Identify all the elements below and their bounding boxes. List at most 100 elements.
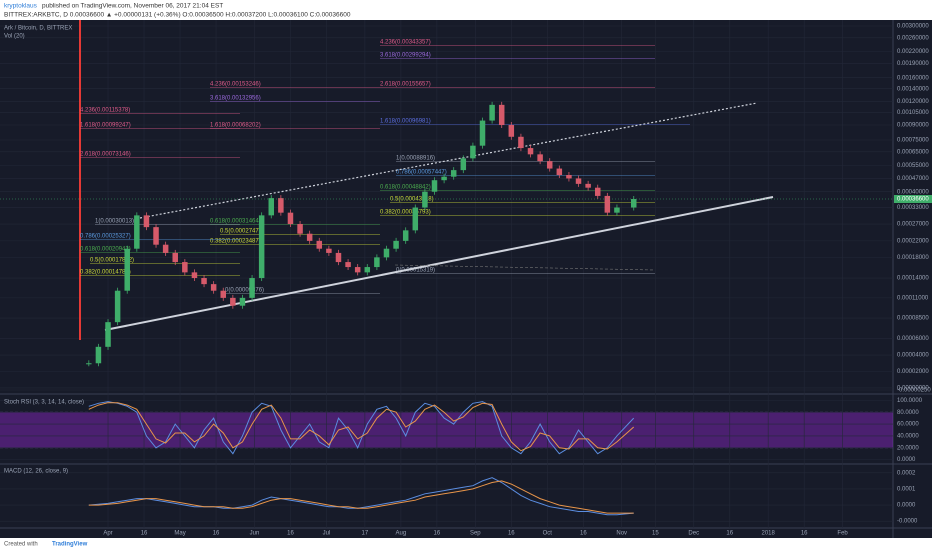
y-tick-label: 0.00011000 [897,295,929,301]
candle [374,257,380,268]
x-tick-label: Jul [323,531,331,537]
y-tick-label: 0.00075000 [897,138,929,144]
candle [594,187,601,196]
y-tick-label: 0.00008500 [897,316,929,322]
candle [220,290,226,298]
candle [249,278,255,298]
fib-label: 4.236(0.00115378) [80,108,130,114]
candle [422,191,428,208]
fib-label: 0.786(0.00025327) [80,234,131,240]
candle [383,248,390,258]
chart-background [0,20,932,538]
x-tick-label: Oct [543,531,553,537]
fib-label: 4.236(0.00343357) [380,40,431,46]
last-price-box [894,195,932,204]
y-tick-label: 0.00014000 [897,276,929,282]
candle [546,161,553,169]
x-tick-label: 16 [141,531,148,537]
candle [498,104,505,126]
candle [239,297,246,306]
x-tick-label: 16 [508,531,515,537]
fib-label: 1(0.00030013) [95,219,134,225]
series-line [88,401,635,455]
fib-label: 1.618(0.00068202) [210,123,261,129]
footer-bar [0,538,932,550]
candle [124,248,130,291]
candle [230,297,236,306]
candle [393,240,399,249]
y-tick-label: 0.00055000 [897,163,929,169]
trend-line-dotted [139,102,758,219]
candle [537,154,543,162]
candle [575,178,582,184]
x-tick-label: 16 [726,531,733,537]
y-tick-label: 0.00160000 [897,75,929,81]
fib-label: 0.618(0.00048842) [380,185,431,191]
candle [86,363,92,365]
x-tick-label: Jun [250,531,260,537]
candle [258,215,265,279]
pane-title: Stoch RSI (3, 3, 14, 14, close) [4,400,84,406]
candle [114,290,121,323]
y-tick-label: 0.00027000 [897,222,929,228]
candle [210,284,217,291]
fib-label: 1(0.00088916) [396,156,435,162]
fib-label: 0.382(0.00023487) [210,239,261,245]
candle [182,262,188,273]
y-tick-label: 60.0000 [897,422,919,428]
fib-label: 0(0.00015319) [396,268,435,274]
candle [316,240,323,249]
y-tick-label: 0.00000000 [897,386,929,392]
candle [630,199,637,208]
pane-title: Ark / Bitcoin, D, BITTREX [4,26,72,32]
y-tick-label: -0.0000 [897,519,918,525]
candle [614,207,620,213]
candle [326,248,332,253]
candle [604,195,611,213]
candle [527,148,534,155]
x-tick-label: May [174,531,185,537]
y-tick-label: 0.00018000 [897,255,929,261]
candle [412,207,419,231]
y-tick-label: 0.00022000 [897,238,929,244]
x-tick-label: Aug [396,531,407,537]
candle [556,168,563,176]
y-tick-label: 0.00033000 [897,205,929,211]
y-tick-label: -0.00000250 [897,388,931,394]
candle [143,215,150,228]
y-tick-label: 0.0000 [897,503,916,509]
y-tick-label: 0.00047000 [897,176,929,182]
x-tick-label: 16 [801,531,808,537]
candle [566,175,572,179]
y-tick-label: 0.00002000 [897,369,929,375]
pane-title: MACD (12, 26, close, 9) [4,469,68,475]
candle [268,198,275,216]
y-tick-label: 0.00220000 [897,49,929,55]
fib-label: 0.786(0.00057447) [396,170,447,176]
fib-label: 3.618(0.00132956) [210,96,261,102]
footer-brand[interactable]: TradingView [52,542,88,548]
candle [287,212,294,225]
candle [297,224,303,234]
stoch-band [0,412,893,448]
candle [489,104,495,121]
author[interactable]: kryptoklaus [4,3,38,10]
marks [0,101,893,516]
y-tick-label: 0.00190000 [897,61,929,67]
candle [306,233,313,241]
fib-label: 3.618(0.00299294) [380,53,431,59]
x-tick-label: Nov [616,531,627,537]
series-line [88,480,634,514]
fib-label: 0.382(0.00035793) [380,210,431,216]
fib-label: 1.618(0.00096981) [380,119,431,125]
candle [134,215,140,249]
x-tick-label: 15 [652,531,659,537]
y-tick-label: 0.00065000 [897,149,929,155]
guide-line [394,264,656,271]
y-tick-label: 0.00006000 [897,336,929,342]
y-tick-label: 0.00120000 [897,99,929,105]
candle [278,198,284,213]
y-tick-label: 0.00140000 [897,86,929,92]
y-tick-label: 20.0000 [897,445,919,451]
y-tick-label: 0.00004000 [897,353,929,359]
